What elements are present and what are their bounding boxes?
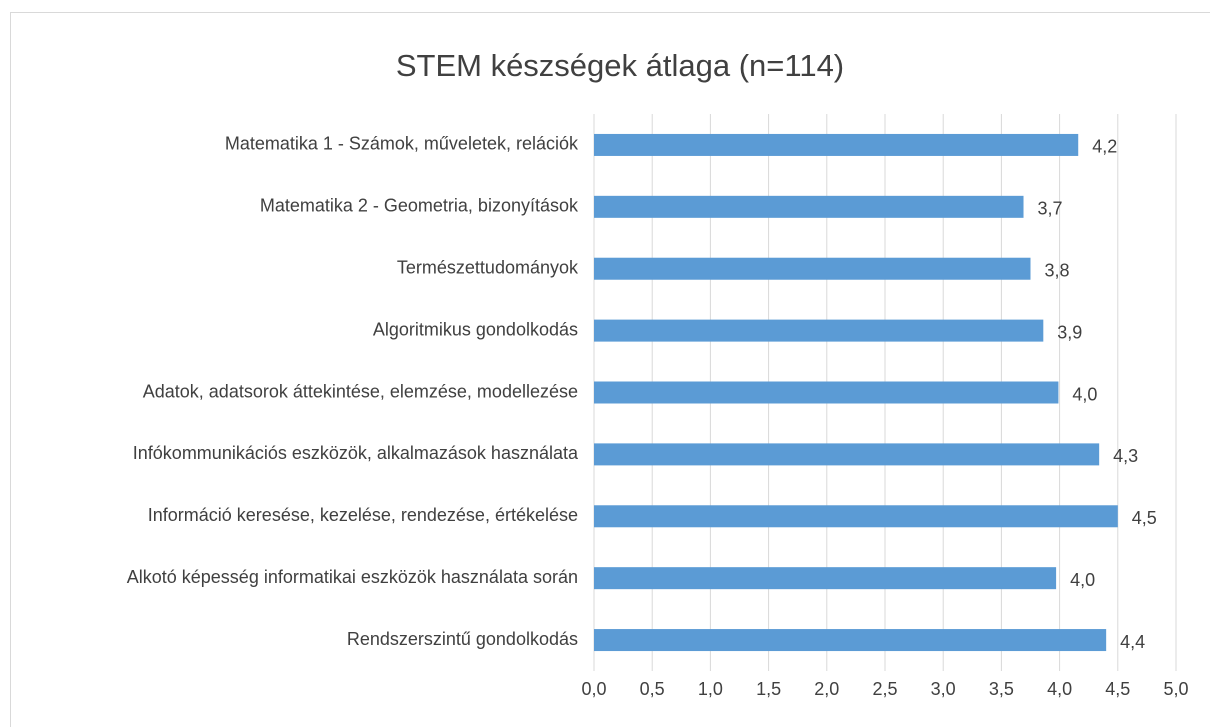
data-label: 4,2 (1092, 137, 1117, 157)
x-tick-label: 0,5 (640, 679, 665, 699)
y-tick-label: Alkotó képesség informatikai eszközök ha… (127, 567, 578, 587)
bar (594, 505, 1118, 528)
bar (594, 567, 1057, 590)
y-tick-label: Információ keresése, kezelése, rendezése… (148, 505, 578, 525)
chart-frame (10, 12, 1210, 727)
x-tick-label: 3,0 (931, 679, 956, 699)
y-tick-label: Infókommunikációs eszközök, alkalmazások… (133, 443, 579, 463)
x-tick-label: 5,0 (1163, 679, 1188, 699)
data-label: 3,9 (1057, 322, 1082, 342)
data-label: 4,0 (1070, 570, 1095, 590)
chart-title: STEM készségek átlaga (n=114) (396, 48, 844, 83)
bar (594, 443, 1100, 466)
bar (594, 629, 1107, 652)
data-label: 3,7 (1038, 199, 1063, 219)
bar (594, 319, 1044, 342)
bar (594, 381, 1059, 404)
bar (594, 195, 1024, 218)
x-tick-label: 3,5 (989, 679, 1014, 699)
data-label: 4,0 (1072, 384, 1097, 404)
y-tick-label: Adatok, adatsorok áttekintése, elemzése,… (143, 381, 578, 401)
y-tick-label: Matematika 1 - Számok, műveletek, reláci… (225, 134, 579, 154)
data-label: 4,3 (1113, 446, 1138, 466)
bar (594, 257, 1031, 280)
x-tick-label: 4,5 (1105, 679, 1130, 699)
data-label: 4,4 (1120, 632, 1145, 652)
x-tick-label: 1,0 (698, 679, 723, 699)
bar (594, 133, 1079, 156)
data-label: 3,8 (1045, 260, 1070, 280)
x-tick-label: 2,5 (872, 679, 897, 699)
x-tick-label: 4,0 (1047, 679, 1072, 699)
y-tick-label: Természettudományok (397, 257, 579, 277)
y-tick-label: Algoritmikus gondolkodás (373, 319, 578, 339)
y-tick-label: Rendszerszintű gondolkodás (347, 629, 578, 649)
y-tick-label: Matematika 2 - Geometria, bizonyítások (260, 196, 579, 216)
data-label: 4,5 (1132, 508, 1157, 528)
x-tick-label: 1,5 (756, 679, 781, 699)
x-tick-label: 0,0 (581, 679, 606, 699)
x-tick-label: 2,0 (814, 679, 839, 699)
